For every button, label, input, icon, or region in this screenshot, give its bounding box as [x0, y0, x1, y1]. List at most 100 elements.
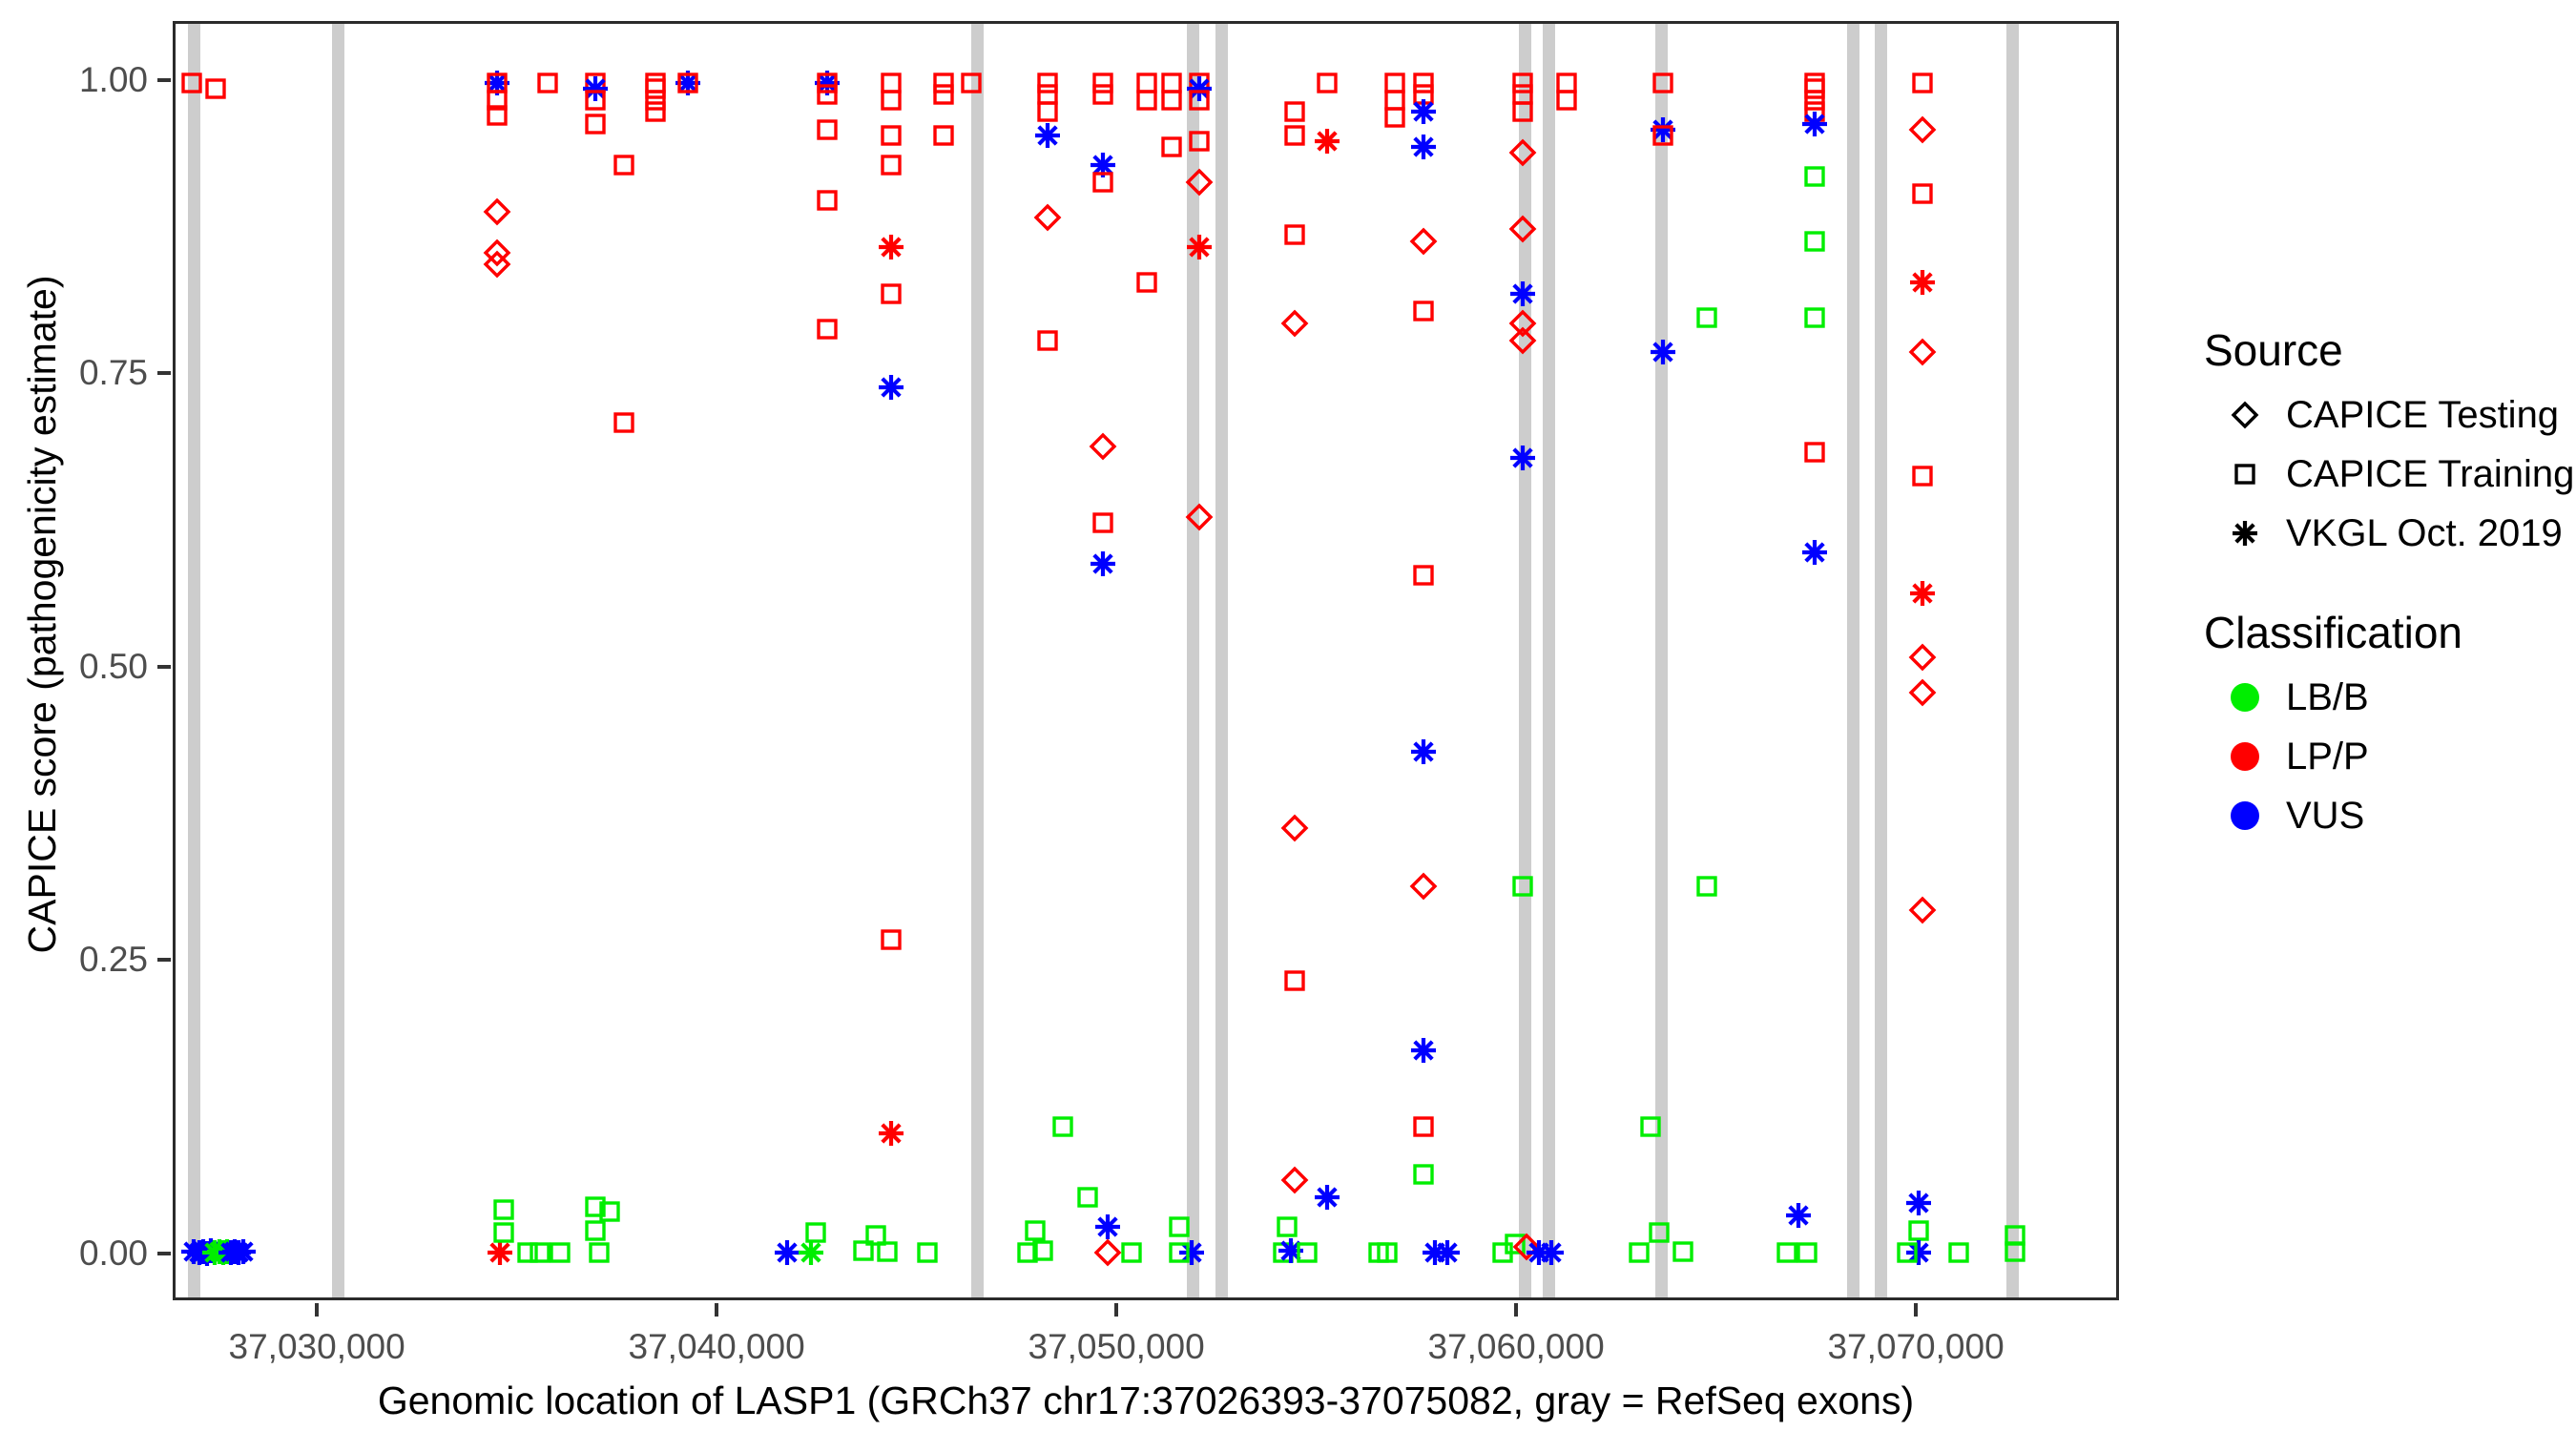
- data-point: [220, 1237, 249, 1266]
- y-axis-tick-mark: [157, 1251, 171, 1255]
- data-point: [1132, 268, 1161, 297]
- data-point: [1033, 80, 1062, 109]
- data-point: [1693, 872, 1721, 901]
- data-point: [1132, 86, 1161, 114]
- data-point: [1381, 86, 1409, 114]
- data-point: [1280, 814, 1309, 842]
- data-point: [813, 80, 841, 109]
- data-point: [1904, 1216, 1933, 1245]
- data-point: [595, 1197, 624, 1226]
- x-axis-tick-label: 37,070,000: [1827, 1327, 2005, 1366]
- data-point: [813, 115, 841, 144]
- data-point: [1049, 1112, 1077, 1141]
- data-point: [224, 1238, 253, 1267]
- circle-icon: [2204, 801, 2286, 830]
- y-axis-tick-mark: [157, 371, 171, 376]
- data-point: [641, 97, 670, 126]
- data-point: [877, 1119, 905, 1148]
- data-point: [1277, 1236, 1305, 1265]
- data-point: [486, 1238, 514, 1267]
- exon-bar: [1654, 24, 1668, 1297]
- data-point: [1552, 69, 1581, 97]
- legend-item[interactable]: VKGL Oct. 2019: [2204, 504, 2563, 563]
- legend-item[interactable]: CAPICE Testing: [2204, 385, 2559, 445]
- data-point: [1625, 1238, 1653, 1267]
- exon-bar: [1519, 24, 1532, 1297]
- data-point: [913, 1238, 942, 1267]
- data-point: [1800, 86, 1829, 114]
- data-point: [1488, 1238, 1517, 1267]
- data-point: [1157, 86, 1186, 114]
- data-point: [877, 925, 905, 954]
- data-point: [1313, 69, 1341, 97]
- data-point: [1409, 227, 1438, 256]
- legend-item[interactable]: CAPICE Training: [2204, 445, 2574, 504]
- data-point: [483, 69, 511, 97]
- data-point: [1280, 220, 1309, 249]
- plot-panel: [173, 21, 2119, 1300]
- data-point: [1028, 1236, 1057, 1265]
- y-axis-label: CAPICE score (pathogenicity estimate): [20, 275, 64, 954]
- x-axis-tick-mark: [1114, 1303, 1119, 1317]
- data-point: [1908, 678, 1937, 707]
- data-point: [1409, 561, 1438, 590]
- data-point: [1800, 74, 1829, 103]
- data-point: [1273, 1213, 1301, 1241]
- data-point: [1013, 1238, 1042, 1267]
- data-point: [1908, 69, 1937, 97]
- data-point: [610, 151, 638, 179]
- data-point: [674, 69, 702, 97]
- data-point: [1089, 80, 1117, 109]
- square-outline-icon: [2204, 460, 2286, 488]
- data-point: [1409, 97, 1438, 126]
- data-point: [1033, 121, 1062, 150]
- data-point: [801, 1218, 830, 1247]
- data-point: [877, 280, 905, 308]
- data-point: [877, 86, 905, 114]
- exon-bar: [1187, 24, 1200, 1297]
- data-point: [1033, 326, 1062, 355]
- legend: Source CAPICE Testing CAPICE Training VKGL…: [2204, 324, 2574, 845]
- data-point: [1280, 97, 1309, 126]
- legend-item[interactable]: LB/B: [2204, 668, 2557, 727]
- data-point: [213, 1237, 241, 1266]
- data-point: [1908, 338, 1937, 366]
- data-point: [197, 1236, 225, 1265]
- legend-item-label: VKGL Oct. 2019: [2286, 511, 2563, 554]
- data-point: [1280, 309, 1309, 338]
- data-point: [1800, 69, 1829, 97]
- x-axis-label: Genomic location of LASP1 (GRCh37 chr17:…: [377, 1379, 1915, 1422]
- data-point: [581, 1192, 610, 1221]
- data-point: [1893, 1238, 1922, 1267]
- data-point: [1908, 896, 1937, 924]
- y-axis-tick-label: 1.00: [78, 59, 148, 99]
- data-point: [201, 74, 230, 103]
- data-point: [581, 74, 610, 103]
- exon-bar: [1543, 24, 1556, 1297]
- data-point: [1117, 1238, 1146, 1267]
- data-point: [877, 233, 905, 261]
- data-point: [1800, 227, 1829, 256]
- diamond-outline-icon: [2204, 401, 2286, 429]
- legend-item[interactable]: LP/P: [2204, 727, 2557, 786]
- data-point: [585, 1238, 613, 1267]
- data-point: [546, 1238, 574, 1267]
- data-point: [581, 110, 610, 138]
- exon-bar: [971, 24, 985, 1297]
- data-point: [873, 1237, 902, 1266]
- data-point: [1364, 1238, 1393, 1267]
- data-point: [1089, 550, 1117, 578]
- legend-item[interactable]: VUS: [2204, 786, 2557, 845]
- plot-area: [176, 24, 2116, 1297]
- x-axis-tick-mark: [715, 1303, 719, 1317]
- x-axis-tick-mark: [1514, 1303, 1519, 1317]
- data-point: [483, 238, 511, 267]
- data-point: [581, 1216, 610, 1245]
- data-point: [1800, 438, 1829, 467]
- data-point: [813, 69, 841, 97]
- data-point: [581, 86, 610, 114]
- legend-item-label: LP/P: [2286, 735, 2369, 778]
- data-point: [1269, 1238, 1298, 1267]
- data-point: [1089, 432, 1117, 461]
- data-point: [1908, 268, 1937, 297]
